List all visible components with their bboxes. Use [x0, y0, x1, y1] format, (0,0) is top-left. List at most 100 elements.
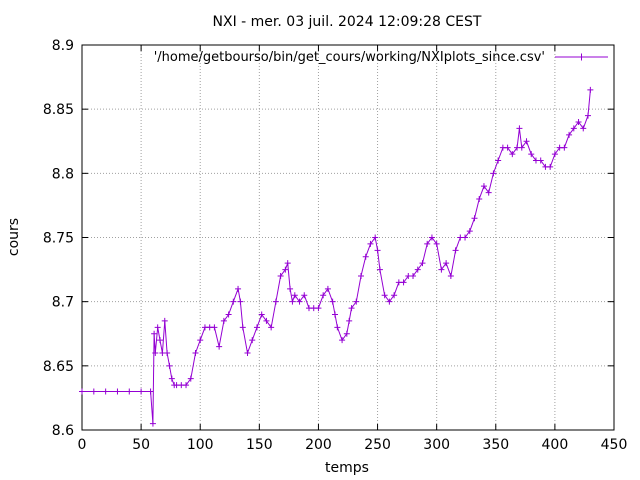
data-point: [447, 273, 454, 279]
data-point: [424, 240, 431, 247]
data-point: [168, 375, 175, 382]
data-point: [79, 388, 85, 395]
data-point: [587, 86, 594, 93]
data-point: [166, 362, 173, 369]
data-point: [372, 234, 379, 241]
data-point: [561, 144, 568, 151]
data-point: [320, 292, 327, 299]
data-point: [443, 260, 450, 267]
data-point: [152, 350, 159, 356]
data-point: [570, 125, 577, 132]
data-point: [334, 324, 341, 331]
data-point: [263, 317, 270, 324]
data-point: [291, 292, 298, 299]
data-point: [551, 151, 558, 158]
data-point: [235, 285, 242, 292]
data-point: [523, 138, 530, 145]
data-point: [419, 260, 426, 267]
data-point: [462, 234, 469, 241]
y-tick-label: 8.9: [52, 38, 74, 54]
data-point: [239, 324, 246, 331]
y-axis-label: cours: [6, 218, 22, 256]
data-point: [253, 324, 260, 331]
data-point: [192, 350, 199, 356]
data-point: [374, 247, 381, 254]
data-point: [138, 388, 145, 395]
data-point: [230, 298, 237, 305]
data-point: [414, 266, 421, 273]
data-point: [410, 273, 417, 279]
data-point: [161, 317, 168, 324]
series-line: [82, 89, 591, 424]
data-point: [287, 285, 294, 292]
x-tick-label: 150: [246, 437, 273, 453]
data-point: [126, 388, 133, 395]
data-point: [471, 215, 478, 222]
data-point: [249, 337, 256, 344]
data-point: [147, 388, 154, 395]
data-point: [183, 382, 190, 389]
x-axis-label: temps: [325, 460, 369, 476]
data-point: [391, 292, 398, 299]
data-point: [381, 292, 388, 299]
series-line-group: [79, 86, 594, 427]
data-point: [343, 330, 350, 337]
x-tick-label: 250: [364, 437, 391, 453]
x-tick-label: 100: [187, 437, 214, 453]
data-point: [301, 292, 308, 299]
data-point: [114, 388, 121, 395]
data-point: [289, 298, 296, 305]
y-tick-label: 8.7: [52, 295, 74, 311]
data-point: [516, 125, 523, 132]
data-point: [296, 298, 303, 305]
data-point: [90, 388, 97, 395]
data-point: [339, 337, 346, 344]
plot-border: [81, 44, 615, 431]
data-point: [428, 234, 435, 241]
data-point: [518, 144, 525, 151]
y-tick-label: 8.75: [43, 231, 74, 247]
data-point: [584, 112, 591, 119]
x-tick-label: 300: [423, 437, 450, 453]
data-point: [237, 298, 244, 305]
data-point: [225, 311, 232, 318]
data-point: [157, 337, 164, 344]
data-point: [151, 330, 158, 337]
x-tick-label: 450: [601, 437, 628, 453]
x-tick-label: 0: [78, 437, 87, 453]
data-point: [537, 157, 544, 164]
y-tick-label: 8.8: [52, 166, 74, 182]
data-point: [277, 273, 284, 279]
x-tick-label: 400: [542, 437, 569, 453]
data-point: [348, 305, 355, 312]
data-point: [284, 260, 291, 267]
data-point: [329, 298, 336, 305]
data-point: [495, 157, 502, 164]
legend: '/home/getbourso/bin/get_cours/working/N…: [154, 50, 608, 65]
data-point: [197, 337, 204, 344]
data-point: [216, 343, 223, 350]
x-tick-label: 200: [305, 437, 332, 453]
data-point: [400, 279, 407, 286]
data-point: [376, 266, 383, 273]
data-point: [154, 324, 161, 331]
data-point: [566, 131, 573, 138]
data-point: [504, 144, 511, 151]
data-point: [466, 228, 473, 235]
chart-title: NXI - mer. 03 juil. 2024 12:09:28 CEST: [213, 14, 482, 30]
data-point: [315, 305, 322, 312]
data-point: [452, 247, 459, 254]
data-point: [164, 350, 171, 356]
x-tick-label: 50: [132, 437, 150, 453]
data-point: [358, 273, 365, 279]
data-point: [509, 151, 516, 158]
data-point: [282, 266, 289, 273]
data-point: [575, 119, 582, 125]
data-point: [346, 317, 353, 324]
data-point: [362, 253, 369, 260]
data-point: [353, 298, 360, 305]
data-point: [386, 298, 393, 305]
data-point: [476, 196, 483, 202]
data-point: [187, 375, 194, 382]
